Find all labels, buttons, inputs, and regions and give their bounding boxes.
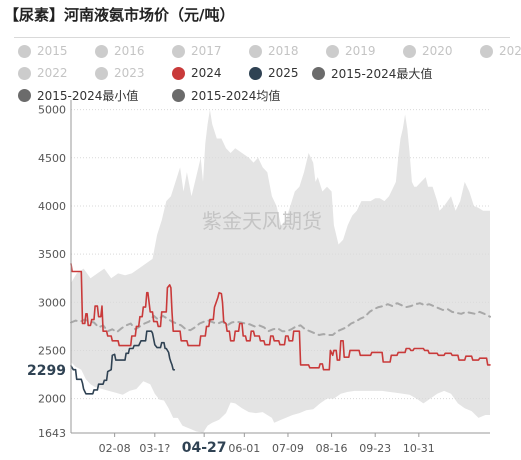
x-tick-label: 09-23 <box>359 442 391 455</box>
x-tick-label: 08-16 <box>316 442 348 455</box>
x-tick-label: 10-31 <box>403 442 435 455</box>
legend-item-2017[interactable]: 2017 <box>172 40 222 62</box>
legend-label: 2015-2024最大值 <box>331 66 433 81</box>
legend-marker-icon <box>326 44 339 58</box>
legend-label: 2019 <box>345 44 376 58</box>
legend-item-2015-2024最大值[interactable]: 2015-2024最大值 <box>312 62 432 84</box>
y-min-label: 1643 <box>38 427 66 440</box>
chart-title: 【尿素】河南液氨市场价（元/吨） <box>4 6 235 24</box>
legend-marker-icon <box>249 66 262 80</box>
legend-marker-icon <box>172 66 185 80</box>
y-tick-label: 2000 <box>38 393 66 406</box>
y-tick-label: 4000 <box>38 200 66 213</box>
legend-marker-icon <box>249 44 262 58</box>
range-band-layer <box>71 109 490 433</box>
y-tick-label: 3000 <box>38 296 66 309</box>
legend-label: 2020 <box>422 44 453 58</box>
legend-label: 2015-2024最小值 <box>37 88 139 103</box>
legend-item-2022[interactable]: 2022 <box>18 62 68 84</box>
watermark: 紫金天风期货 <box>202 209 322 233</box>
legend-item-2019[interactable]: 2019 <box>326 40 376 62</box>
legend-item-2025[interactable]: 2025 <box>249 62 299 84</box>
series-line-2024 <box>70 263 491 371</box>
x-tick-label: 07-09 <box>272 442 304 455</box>
legend-marker-icon <box>172 44 185 58</box>
legend-item-2018[interactable]: 2018 <box>249 40 299 62</box>
legend: 2015 2016 2017 2018 2019 2020 2021 2022 2023 2024… <box>18 40 521 106</box>
legend-marker-icon <box>18 66 31 80</box>
grid-layer <box>71 109 490 400</box>
legend-marker-icon <box>403 44 416 58</box>
legend-marker-icon <box>480 44 493 58</box>
legend-label: 2015 <box>37 44 68 58</box>
legend-label: 2023 <box>114 66 145 80</box>
legend-label: 2018 <box>268 44 299 58</box>
legend-label: 2024 <box>191 66 222 80</box>
y-tick-label: 5000 <box>38 104 66 117</box>
series-layer <box>70 263 491 395</box>
legend-item-2016[interactable]: 2016 <box>95 40 145 62</box>
y-current-value-label: 2299 <box>27 363 66 379</box>
y-tick-label: 2500 <box>38 344 66 357</box>
legend-item-2020[interactable]: 2020 <box>403 40 453 62</box>
legend-marker-icon <box>95 66 108 80</box>
y-tick-label: 3500 <box>38 248 66 261</box>
legend-marker-icon <box>172 88 185 102</box>
legend-item-2021[interactable]: 2021 <box>480 40 521 62</box>
legend-label: 2025 <box>268 66 299 80</box>
legend-label: 2015-2024均值 <box>191 88 281 103</box>
legend-label: 2017 <box>191 44 222 58</box>
legend-item-2023[interactable]: 2023 <box>95 62 145 84</box>
chart-plot: 紫金天风期货 2000 2500 3000 3500 4000 4500 5000 1643 0… <box>27 100 491 456</box>
legend-item-2015-2024最小值[interactable]: 2015-2024最小值 <box>18 84 138 106</box>
legend-label: 2021 <box>499 44 521 58</box>
x-tick-label: 02-08 <box>99 442 131 455</box>
x-tick-label: 03-1? <box>139 442 170 455</box>
x-tick-label: 04-27 <box>182 440 227 456</box>
legend-item-2015[interactable]: 2015 <box>18 40 68 62</box>
legend-item-2024[interactable]: 2024 <box>172 62 222 84</box>
series-line-2025 <box>70 330 176 395</box>
legend-marker-icon <box>18 44 31 58</box>
legend-marker-icon <box>18 88 31 102</box>
legend-label: 2022 <box>37 66 68 80</box>
y-tick-label: 4500 <box>38 152 66 165</box>
legend-label: 2016 <box>114 44 145 58</box>
axis-layer: 2000 2500 3000 3500 4000 4500 5000 1643 02-08 03-… <box>27 100 490 456</box>
series-line-2015-2024均值 <box>70 302 491 336</box>
range-band-area <box>71 109 490 433</box>
x-tick-label: 06-01 <box>228 442 260 455</box>
legend-marker-icon <box>95 44 108 58</box>
legend-item-2015-2024均值[interactable]: 2015-2024均值 <box>172 84 280 106</box>
title-divider <box>14 37 510 38</box>
legend-marker-icon <box>312 66 325 80</box>
